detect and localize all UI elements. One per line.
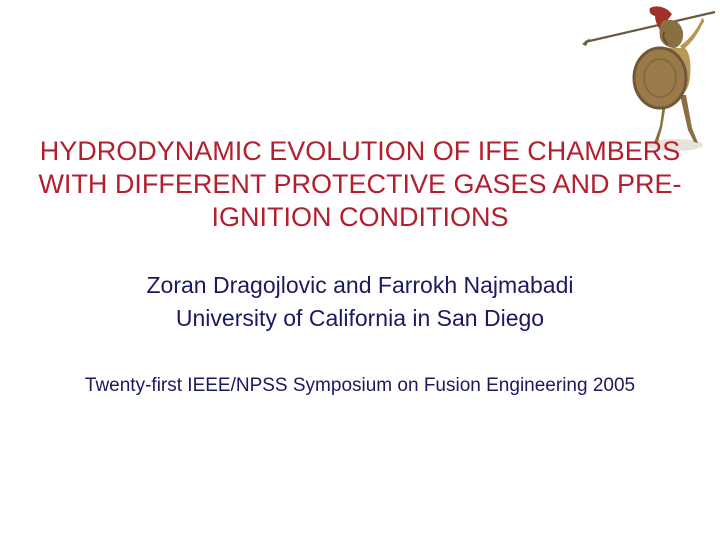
- authors-line: Zoran Dragojlovic and Farrokh Najmabadi: [20, 270, 700, 301]
- conference-line: Twenty-first IEEE/NPSS Symposium on Fusi…: [20, 375, 700, 397]
- warrior-illustration: [580, 0, 720, 155]
- affiliation-line: University of California in San Diego: [20, 303, 700, 334]
- slide-title: HYDRODYNAMIC EVOLUTION OF IFE CHAMBERS W…: [20, 135, 700, 234]
